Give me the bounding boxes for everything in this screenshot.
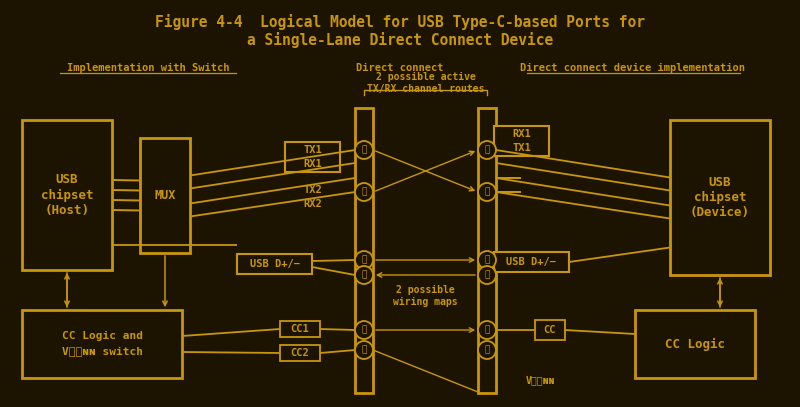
- Circle shape: [478, 141, 496, 159]
- Text: Vᴄᴏɴɴ switch: Vᴄᴏɴɴ switch: [62, 347, 142, 357]
- Text: Direct connect device implementation: Direct connect device implementation: [521, 63, 746, 73]
- Text: TX1: TX1: [303, 145, 322, 155]
- Text: ②: ②: [484, 271, 490, 280]
- Circle shape: [478, 183, 496, 201]
- Text: USB D+/−: USB D+/−: [506, 257, 557, 267]
- Text: ②: ②: [362, 271, 366, 280]
- Text: Direct connect: Direct connect: [356, 63, 444, 73]
- Text: ①: ①: [484, 145, 490, 155]
- Text: CC1: CC1: [290, 324, 310, 334]
- Bar: [285, 142, 340, 172]
- Text: ①: ①: [484, 326, 490, 335]
- Bar: [635, 310, 755, 378]
- Circle shape: [478, 266, 496, 284]
- Text: ①: ①: [362, 256, 366, 265]
- Circle shape: [355, 251, 373, 269]
- Text: CC: CC: [544, 325, 556, 335]
- Bar: [280, 345, 320, 361]
- Circle shape: [355, 183, 373, 201]
- Text: Implementation with Switch: Implementation with Switch: [66, 63, 230, 73]
- Text: RX1: RX1: [512, 129, 531, 139]
- Text: ①: ①: [362, 145, 366, 155]
- Circle shape: [478, 321, 496, 339]
- Bar: [22, 120, 112, 270]
- Text: a Single-Lane Direct Connect Device: a Single-Lane Direct Connect Device: [247, 32, 553, 48]
- Text: RX2: RX2: [303, 199, 322, 209]
- Text: CC2: CC2: [290, 348, 310, 358]
- Circle shape: [478, 251, 496, 269]
- Text: TX1: TX1: [512, 143, 531, 153]
- Text: MUX: MUX: [154, 189, 176, 202]
- Text: USB
chipset
(Host): USB chipset (Host): [41, 173, 94, 217]
- Text: USB
chipset
(Device): USB chipset (Device): [690, 176, 750, 219]
- Bar: [22, 310, 182, 378]
- Bar: [535, 320, 565, 340]
- Text: Figure 4-4  Logical Model for USB Type-C-based Ports for: Figure 4-4 Logical Model for USB Type-C-…: [155, 14, 645, 30]
- Text: ②: ②: [484, 346, 490, 354]
- Text: USB D+/−: USB D+/−: [250, 259, 299, 269]
- Circle shape: [478, 341, 496, 359]
- Bar: [494, 126, 549, 156]
- Bar: [237, 254, 312, 274]
- Text: ①: ①: [484, 256, 490, 265]
- Bar: [494, 252, 569, 272]
- Text: ②: ②: [362, 346, 366, 354]
- Text: CC Logic and: CC Logic and: [62, 331, 142, 341]
- Bar: [355, 108, 373, 393]
- Text: ①: ①: [362, 326, 366, 335]
- Text: CC Logic: CC Logic: [665, 337, 725, 350]
- Text: 2 possible active
TX/RX channel routes: 2 possible active TX/RX channel routes: [366, 72, 484, 94]
- Text: ②: ②: [362, 188, 366, 197]
- Circle shape: [355, 341, 373, 359]
- Text: RX1: RX1: [303, 159, 322, 169]
- Circle shape: [355, 321, 373, 339]
- Bar: [280, 321, 320, 337]
- Bar: [670, 120, 770, 275]
- Bar: [478, 108, 496, 393]
- Text: Vᴄᴏɴɴ: Vᴄᴏɴɴ: [526, 375, 555, 385]
- Circle shape: [355, 141, 373, 159]
- Bar: [140, 138, 190, 253]
- Text: TX2: TX2: [303, 185, 322, 195]
- Text: 2 possible
wiring maps: 2 possible wiring maps: [393, 285, 458, 307]
- Circle shape: [355, 266, 373, 284]
- Text: ②: ②: [484, 188, 490, 197]
